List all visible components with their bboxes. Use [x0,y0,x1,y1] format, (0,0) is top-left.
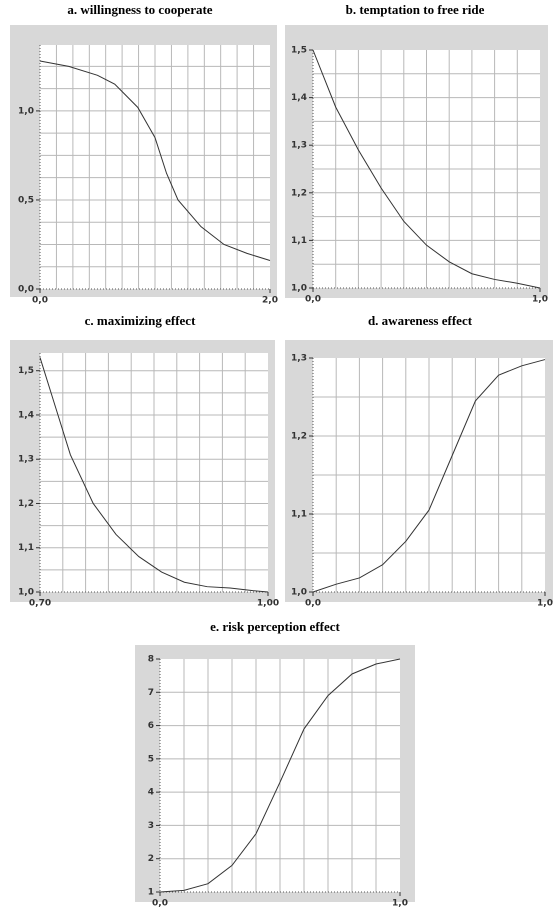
curve [312,49,541,289]
y-tick-label: 1,2 [291,188,307,198]
y-tick-label: 1,4 [291,93,307,103]
y-tick-label: 1,0 [18,106,34,116]
x-tick-label: 1,0 [392,899,408,909]
y-tick-label: 1,1 [291,236,307,246]
y-tick-label: 0,0 [18,285,34,295]
y-tick-label: 1,5 [18,366,34,376]
y-tick-label: 1,5 [291,46,307,56]
x-tick-label: 1,00 [257,599,279,609]
x-tick-label: 0,70 [29,599,51,609]
curve [39,60,271,261]
y-tick-label: 1,0 [291,284,307,294]
y-tick-label: 4 [148,788,154,798]
chart-title: c. maximizing effect [85,313,196,328]
x-tick-label: 0,0 [305,599,321,609]
y-tick-label: 2 [148,854,154,864]
curve [312,359,546,593]
chart-title: a. willingness to cooperate [67,2,212,17]
x-tick-label: 0,0 [152,899,168,909]
y-tick-label: 3 [148,821,154,831]
x-tick-label: 1,0 [537,599,553,609]
y-tick-label: 1,4 [18,410,34,420]
chart-title: b. temptation to free ride [346,2,485,17]
y-tick-label: 0,5 [18,195,34,205]
y-tick-label: 5 [148,754,154,764]
y-tick-label: 1,0 [291,588,307,598]
y-tick-label: 1,1 [18,543,34,553]
y-tick-label: 1,3 [18,455,34,465]
y-tick-label: 1,2 [291,432,307,442]
curve [159,658,401,893]
y-tick-label: 6 [148,721,154,731]
y-tick-label: 7 [148,688,154,698]
x-tick-label: 0,0 [32,296,48,306]
chart-title: d. awareness effect [368,313,473,328]
y-tick-label: 8 [148,655,154,665]
y-tick-label: 1,2 [18,499,34,509]
chart-title: e. risk perception effect [210,619,340,634]
y-tick-label: 1,1 [291,510,307,520]
y-tick-label: 1 [148,888,154,898]
y-tick-label: 1,3 [291,354,307,364]
x-tick-label: 0,0 [305,295,321,305]
x-tick-label: 1,0 [532,295,548,305]
y-tick-label: 1,0 [18,588,34,598]
curve [39,357,269,593]
y-tick-label: 1,3 [291,141,307,151]
x-tick-label: 2,0 [262,296,278,306]
